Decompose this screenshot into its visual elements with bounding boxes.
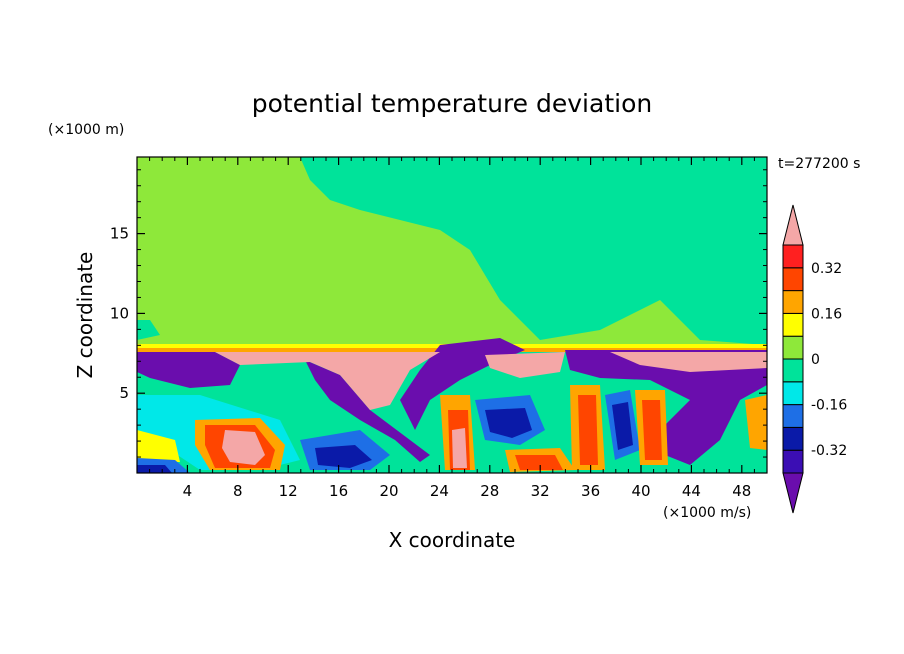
colorbar-segment	[782, 267, 804, 292]
colorbar-tick-label: -0.32	[811, 443, 847, 459]
x-tick-label: 40	[631, 482, 650, 500]
colorbar-segment	[782, 449, 804, 474]
field-pink-warm-layer-right	[485, 352, 565, 378]
field-dark-blue-bottom-edge	[137, 465, 172, 473]
field-pink-warm-layer	[215, 352, 440, 410]
field-purple-layer-left	[137, 352, 240, 388]
colorbar-extend-high	[782, 204, 804, 246]
field-dark-eddy-center	[485, 408, 532, 438]
x-axis-label: X coordinate	[389, 528, 516, 552]
x-tick-label: 44	[682, 482, 701, 500]
x-tick-label: 24	[430, 482, 449, 500]
colorbar-segment	[782, 381, 804, 406]
colorbar-segment	[782, 312, 804, 337]
field-left-neutral-patch	[137, 320, 160, 340]
colorbar-segment	[782, 358, 804, 383]
field-upper-neutral-region	[300, 157, 767, 345]
field-pink-column-center	[452, 428, 467, 468]
y-unit-label: (×1000 m)	[48, 122, 124, 138]
field-purple-layer-right	[565, 350, 767, 465]
x-tick-label: 8	[233, 482, 243, 500]
colorbar-tick-label: 0.16	[811, 306, 842, 322]
colorbar-tick-label: 0	[811, 352, 820, 368]
chart-title: potential temperature deviation	[252, 89, 652, 118]
x-tick-label: 20	[379, 482, 398, 500]
y-axis-label: Z coordinate	[73, 252, 97, 379]
colorbar-segment	[782, 404, 804, 428]
x-tick-label: 32	[531, 482, 550, 500]
time-label: t=277200 s	[778, 156, 860, 172]
colorbar-segment	[782, 244, 804, 269]
field-warm-edge-far-right	[745, 395, 767, 450]
y-tick-label: 15	[110, 225, 129, 243]
field-dark-column-right	[612, 402, 633, 450]
field-red-eddy-bottom-center	[515, 455, 563, 470]
x-tick-label: 16	[329, 482, 348, 500]
colorbar-tick-label: -0.16	[811, 398, 847, 414]
y-axis-ticks: 5 10 15	[110, 169, 767, 458]
field-yellow-strip-left	[137, 430, 180, 462]
x-axis-ticks: 4 8 12 16 20 24 28 32 36 40 44 48	[149, 157, 755, 500]
field-pink-warm-layer-far	[610, 352, 767, 372]
field-pink-eddy-left	[222, 430, 265, 465]
x-tick-label: 28	[480, 482, 499, 500]
colorbar-segment	[782, 426, 804, 451]
x-tick-label: 48	[732, 482, 751, 500]
y-tick-label: 10	[110, 304, 129, 322]
field-purple-layer-mid	[305, 360, 430, 462]
colorbar: -0.32 -0.16 0 0.16 0.32	[782, 204, 847, 514]
x-unit-label: (×1000 m/s)	[663, 505, 751, 521]
x-tick-label: 12	[279, 482, 298, 500]
colorbar-segment	[782, 335, 804, 360]
colorbar-segment	[782, 290, 804, 314]
colorbar-tick-label: 0.32	[811, 261, 842, 277]
field-red-column-right	[578, 395, 598, 465]
field-dark-eddy-center-left	[315, 445, 372, 468]
colorbar-extend-low	[782, 472, 804, 514]
field-red-column-far-right	[642, 400, 662, 460]
x-tick-label: 36	[581, 482, 600, 500]
y-tick-label: 5	[119, 384, 129, 402]
x-tick-label: 4	[183, 482, 193, 500]
